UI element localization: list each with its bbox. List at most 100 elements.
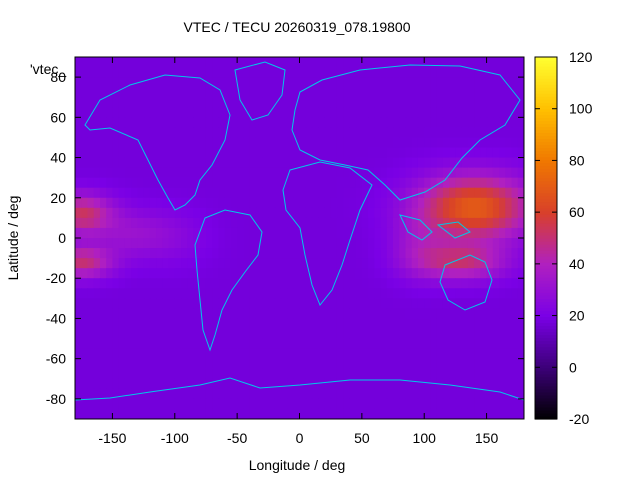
heatmap-cell [287,177,294,189]
heatmap-cell [486,338,494,350]
heatmap-cell [137,177,145,189]
heatmap-cell [187,338,195,350]
heatmap-cell [149,217,157,229]
heatmap-cell [311,258,319,269]
heatmap-cell [442,398,450,410]
heatmap-cell [237,368,244,380]
heatmap-cell [149,187,157,199]
heatmap-cell [137,87,145,98]
heatmap-cell [268,217,276,229]
heatmap-cell [436,358,444,370]
heatmap-cell [230,127,238,139]
heatmap-cell [230,388,238,400]
heatmap-cell [274,248,282,259]
heatmap-cell [124,137,132,149]
heatmap-cell [480,227,488,239]
heatmap-cell [205,398,213,410]
heatmap-cell [287,57,294,68]
heatmap-cell [237,77,244,88]
heatmap-cell [330,378,338,390]
heatmap-cell [499,408,506,419]
heatmap-cell [343,117,350,128]
heatmap-cell [230,217,238,229]
colorbar-segment [535,382,557,387]
heatmap-cell [330,207,338,219]
heatmap-cell [368,187,375,199]
heatmap-cell [99,248,107,259]
heatmap-cell [499,167,506,179]
heatmap-cell [131,398,138,410]
heatmap-cell [330,338,338,350]
heatmap-cell [106,127,114,139]
heatmap-cell [249,167,257,179]
heatmap-cell [280,207,288,219]
heatmap-cell [156,318,163,330]
heatmap-cell [205,77,213,88]
heatmap-cell [386,77,394,88]
heatmap-cell [368,157,375,169]
heatmap-cell [218,348,226,360]
heatmap-cell [411,248,419,259]
heatmap-cell [318,177,326,189]
heatmap-cell [324,137,332,149]
heatmap-cell [205,288,213,299]
heatmap-cell [168,67,176,78]
heatmap-cell [106,328,114,340]
colorbar-segment [535,292,557,296]
heatmap-cell [118,328,126,340]
heatmap-cell [193,67,201,78]
heatmap-cell [424,248,432,259]
heatmap-cell [442,318,450,330]
heatmap-cell [461,137,469,149]
heatmap-cell [93,348,101,360]
heatmap-cell [193,177,201,189]
heatmap-cell [336,67,344,78]
heatmap-cell [106,147,114,159]
heatmap-cell [218,238,226,249]
heatmap-cell [149,328,157,340]
heatmap-cell [162,77,170,88]
heatmap-cell [442,278,450,289]
heatmap-cell [224,57,232,68]
heatmap-cell [162,238,170,249]
heatmap-cell [162,107,170,118]
heatmap-cell [218,378,226,390]
heatmap-cell [118,308,126,320]
heatmap-cell [305,308,313,320]
heatmap-cell [87,147,95,159]
heatmap-cell [311,227,319,239]
heatmap-cell [405,358,413,370]
heatmap-cell [224,107,232,118]
heatmap-cell [486,238,494,249]
heatmap-cell [430,398,438,410]
heatmap-cell [305,97,313,108]
heatmap-cell [355,117,363,128]
heatmap-cell [336,117,344,128]
heatmap-cell [368,398,375,410]
heatmap-cell [474,408,481,419]
colorbar-segment [535,325,557,330]
heatmap-cell [430,177,438,189]
heatmap-cell [280,308,288,320]
heatmap-cell [349,328,357,340]
heatmap-cell [274,268,282,279]
heatmap-cell [311,358,319,370]
heatmap-cell [230,167,238,179]
heatmap-cell [486,288,494,299]
heatmap-cell [143,348,151,360]
colorbar [535,57,557,420]
heatmap-cell [149,57,157,68]
heatmap-cell [106,187,114,199]
heatmap-cell [361,378,369,390]
heatmap-cell [318,147,326,159]
heatmap-cell [424,197,432,209]
heatmap-cell [99,157,107,169]
heatmap-cell [137,328,145,340]
heatmap-cell [417,368,425,380]
heatmap-cell [268,378,276,390]
heatmap-cell [305,258,313,269]
heatmap-cell [324,348,332,360]
heatmap-cell [374,308,382,320]
heatmap-cell [93,107,101,118]
heatmap-cell [355,177,363,189]
